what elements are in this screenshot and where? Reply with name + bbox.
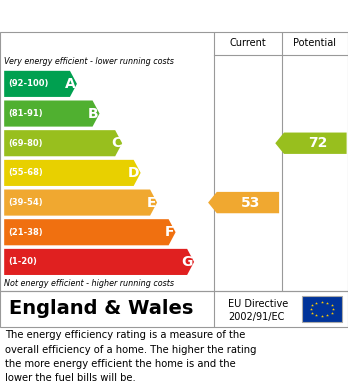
Text: (21-38): (21-38) — [8, 228, 43, 237]
Text: (69-80): (69-80) — [8, 139, 43, 148]
Text: F: F — [165, 225, 175, 239]
Text: Energy Efficiency Rating: Energy Efficiency Rating — [9, 9, 230, 23]
Bar — [302, 296, 342, 322]
Text: EU Directive: EU Directive — [228, 299, 288, 308]
Text: The energy efficiency rating is a measure of the
overall efficiency of a home. T: The energy efficiency rating is a measur… — [5, 330, 257, 384]
Text: 2002/91/EC: 2002/91/EC — [228, 312, 284, 322]
Polygon shape — [275, 133, 347, 154]
Polygon shape — [4, 249, 194, 275]
Polygon shape — [4, 100, 100, 127]
Text: B: B — [88, 107, 98, 120]
Polygon shape — [4, 160, 141, 186]
Text: (81-91): (81-91) — [8, 109, 43, 118]
Polygon shape — [208, 192, 279, 213]
Text: (92-100): (92-100) — [8, 79, 49, 88]
Text: Current: Current — [230, 38, 266, 48]
Text: E: E — [147, 196, 156, 210]
Polygon shape — [4, 130, 122, 156]
Text: (1-20): (1-20) — [8, 257, 37, 266]
Text: 72: 72 — [308, 136, 327, 150]
Text: (55-68): (55-68) — [8, 169, 43, 178]
Text: England & Wales: England & Wales — [9, 300, 193, 319]
Text: G: G — [182, 255, 193, 269]
Polygon shape — [4, 190, 157, 215]
Polygon shape — [4, 71, 77, 97]
Polygon shape — [4, 219, 176, 245]
Text: D: D — [128, 166, 140, 180]
Text: Potential: Potential — [293, 38, 337, 48]
Text: Not energy efficient - higher running costs: Not energy efficient - higher running co… — [4, 280, 174, 289]
Text: Very energy efficient - lower running costs: Very energy efficient - lower running co… — [4, 57, 174, 66]
Text: 53: 53 — [241, 196, 260, 210]
Text: (39-54): (39-54) — [8, 198, 43, 207]
Text: A: A — [65, 77, 76, 91]
Text: C: C — [111, 136, 121, 150]
